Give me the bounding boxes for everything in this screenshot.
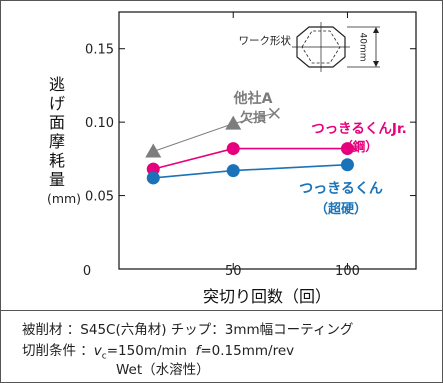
y-axis-title-char: 摩 [49,132,65,151]
y-tick-label: 0.05 [85,190,114,205]
plot-frame [118,11,417,270]
series-layer [145,107,354,185]
condition-cutting-label: 切削条件 ： [22,343,94,359]
x-tick-labels: 0 50 100 [83,264,360,279]
series-label-line2: （鋼） [340,139,378,154]
x-axis-title: 突切り回数（回） [203,287,331,306]
vc-subscript: c [101,351,107,362]
series-line [153,163,348,179]
data-point [226,142,240,156]
series-line [153,123,234,152]
vc-symbol: v [93,343,102,359]
series-label-line1: 他社A [233,90,273,107]
series-2 [146,158,354,185]
condition-coolant: Wet（水溶性） [116,362,210,378]
data-point [340,158,354,172]
series-label-line1: つっきるくん [299,181,383,197]
condition-cutting: 切削条件 ：vc=150m/min f=0.15mm/rev [22,339,294,362]
y-axis-title-char: 逃 [49,75,65,94]
failure-line [233,112,275,125]
x-tick-label: 100 [335,264,360,279]
x-tick-label: 0 [83,264,91,279]
y-axis-unit: (mm) [47,191,81,206]
axis-ticks [119,12,416,269]
data-point [226,164,240,178]
workpiece-inset: ワーク形状 40mm [226,22,384,74]
condition-material: 被削材 ：S45C(六角材) チップ：3mm幅コーティング [22,322,354,338]
y-tick-labels: 0.05 0.10 0.15 [85,43,114,205]
data-point [145,143,162,158]
data-point [146,171,160,185]
f-value: =0.15mm/rev [200,343,295,359]
series-label-line2: 欠損 [240,110,267,126]
y-tick-label: 0.15 [85,43,114,58]
y-axis-title-char: げ [49,94,65,113]
vc-value: =150m/min [106,343,187,359]
series-label-line1: つっきるくんJr. [311,121,407,137]
y-axis-title-char: 耗 [49,151,65,170]
x-tick-label: 50 [225,264,242,279]
data-point [225,115,242,130]
y-axis-title-char: 量 [49,170,65,189]
dimension-label: 40mm [358,33,368,62]
data-point [340,142,354,156]
inset-caption: ワーク形状 [239,34,292,47]
y-tick-label: 0.10 [85,116,114,131]
failure-cross-icon [268,107,280,119]
f-symbol: f [195,343,201,359]
series-label-line2: （超硬） [315,201,367,217]
series-1 [146,142,354,176]
series-0 [145,107,280,158]
y-axis-title-char: 面 [49,113,65,132]
